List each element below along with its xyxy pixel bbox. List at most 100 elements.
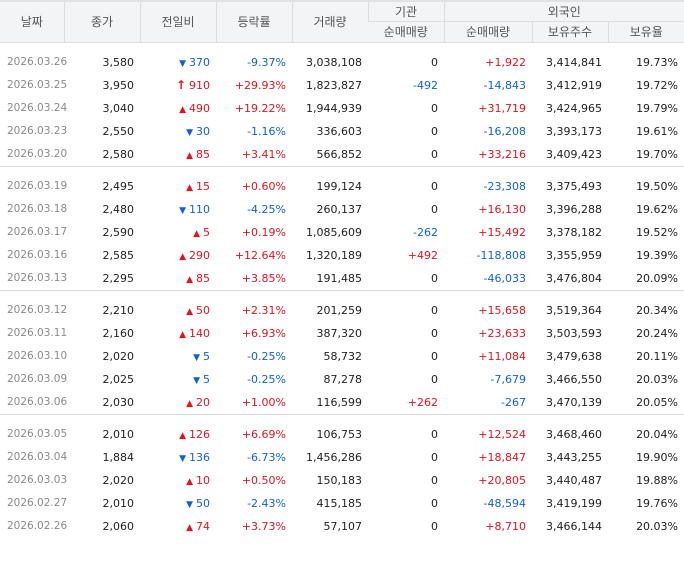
cell-change: ▼ 110 bbox=[140, 198, 216, 221]
change-value: 136 bbox=[189, 450, 210, 464]
cell-change: ▼ 5 bbox=[140, 368, 216, 391]
change-value: 5 bbox=[203, 349, 210, 363]
cell-foreign-ratio: 19.39% bbox=[636, 248, 679, 262]
up-arrow-icon: ▲ bbox=[186, 398, 193, 409]
up-arrow-icon: ↑ bbox=[175, 78, 186, 92]
change-value: 140 bbox=[189, 326, 210, 340]
down-arrow-icon: ▼ bbox=[179, 205, 186, 216]
change-value: 74 bbox=[196, 519, 210, 533]
group-spacer bbox=[0, 291, 684, 299]
cell-date: 2026.03.24 bbox=[7, 102, 68, 114]
cell-foreign-shares: 3,470,139 bbox=[546, 395, 602, 409]
cell-change: ▲ 85 bbox=[140, 143, 216, 167]
cell-foreign-ratio: 20.34% bbox=[636, 303, 679, 317]
up-arrow-icon: ▲ bbox=[179, 104, 186, 115]
cell-volume: 1,085,609 bbox=[306, 225, 362, 239]
change-value: 10 bbox=[196, 473, 210, 487]
cell-inst-net: +262 bbox=[407, 395, 438, 409]
cell-inst-net: 0 bbox=[431, 101, 438, 115]
header-foreign-ratio: 보유율 bbox=[607, 21, 684, 43]
cell-change: ▼ 50 bbox=[140, 492, 216, 515]
cell-foreign-ratio: 20.04% bbox=[636, 427, 679, 441]
cell-rate: +0.19% bbox=[241, 225, 286, 239]
cell-inst-net: +492 bbox=[407, 248, 438, 262]
cell-foreign-shares: 3,375,493 bbox=[546, 179, 602, 193]
cell-foreign-net: -14,843 bbox=[483, 78, 526, 92]
cell-change: ↑ 910 bbox=[140, 74, 216, 97]
down-arrow-icon: ▼ bbox=[193, 352, 200, 363]
cell-foreign-shares: 3,414,841 bbox=[546, 55, 602, 69]
cell-date: 2026.03.05 bbox=[7, 428, 68, 440]
table-row: 2026.03.13 2,295 ▲ 85 +3.85% 191,485 0 -46,033 3… bbox=[0, 267, 684, 291]
cell-volume: 58,732 bbox=[323, 349, 363, 363]
cell-inst-net: 0 bbox=[431, 349, 438, 363]
cell-date: 2026.03.18 bbox=[7, 203, 68, 215]
cell-foreign-ratio: 20.03% bbox=[636, 372, 679, 386]
header-close: 종가 bbox=[63, 0, 140, 43]
down-arrow-icon: ▼ bbox=[179, 58, 186, 69]
cell-change: ▲ 5 bbox=[140, 221, 216, 244]
cell-volume: 3,038,108 bbox=[306, 55, 362, 69]
cell-date: 2026.02.27 bbox=[7, 497, 68, 509]
cell-inst-net: 0 bbox=[431, 202, 438, 216]
table-row: 2026.02.26 2,060 ▲ 74 +3.73% 57,107 0 +8,710 3,4… bbox=[0, 515, 684, 538]
cell-foreign-net: +15,658 bbox=[478, 303, 526, 317]
header-inst-net: 순매매량 bbox=[368, 21, 444, 43]
table-row: 2026.03.09 2,025 ▼ 5 -0.25% 87,278 0 -7,679 3,46… bbox=[0, 368, 684, 391]
cell-close: 2,020 bbox=[102, 349, 135, 363]
cell-close: 1,884 bbox=[102, 450, 135, 464]
cell-rate: -1.16% bbox=[247, 124, 286, 138]
cell-inst-net: 0 bbox=[431, 427, 438, 441]
cell-foreign-shares: 3,479,638 bbox=[546, 349, 602, 363]
change-value: 490 bbox=[189, 101, 210, 115]
cell-change: ▲ 290 bbox=[140, 244, 216, 267]
cell-close: 2,030 bbox=[102, 395, 135, 409]
table-row: 2026.03.03 2,020 ▲ 10 +0.50% 150,183 0 +20,805 3… bbox=[0, 469, 684, 492]
cell-volume: 566,852 bbox=[316, 147, 363, 161]
cell-close: 2,060 bbox=[102, 519, 135, 533]
change-value: 85 bbox=[196, 271, 210, 285]
cell-close: 2,590 bbox=[102, 225, 135, 239]
header-change: 전일비 bbox=[139, 0, 216, 43]
cell-foreign-net: +12,524 bbox=[478, 427, 526, 441]
cell-rate: -9.37% bbox=[247, 55, 286, 69]
table-header: 날짜 종가 전일비 등락률 거래량 기관 외국인 순매매량 순매매량 보유주수 … bbox=[0, 0, 684, 43]
cell-inst-net: 0 bbox=[431, 496, 438, 510]
change-value: 5 bbox=[203, 225, 210, 239]
cell-volume: 336,603 bbox=[316, 124, 363, 138]
table-row: 2026.03.06 2,030 ▲ 20 +1.00% 116,599 +262 -267 3… bbox=[0, 391, 684, 415]
cell-rate: +2.31% bbox=[241, 303, 286, 317]
change-value: 85 bbox=[196, 147, 210, 161]
group-spacer bbox=[0, 167, 684, 175]
cell-close: 2,010 bbox=[102, 427, 135, 441]
cell-volume: 1,456,286 bbox=[306, 450, 362, 464]
cell-foreign-shares: 3,519,364 bbox=[546, 303, 602, 317]
header-foreign-net: 순매매량 bbox=[443, 21, 532, 43]
cell-foreign-ratio: 19.61% bbox=[636, 124, 679, 138]
cell-foreign-ratio: 19.52% bbox=[636, 225, 679, 239]
cell-foreign-ratio: 20.05% bbox=[636, 395, 679, 409]
table-row: 2026.03.18 2,480 ▼ 110 -4.25% 260,137 0 +16,130… bbox=[0, 198, 684, 221]
cell-change: ▲ 490 bbox=[140, 97, 216, 120]
cell-foreign-net: -118,808 bbox=[476, 248, 526, 262]
cell-volume: 201,259 bbox=[316, 303, 363, 317]
cell-rate: +3.73% bbox=[241, 519, 286, 533]
cell-date: 2026.03.09 bbox=[7, 373, 68, 385]
cell-volume: 199,124 bbox=[316, 179, 363, 193]
header-volume: 거래량 bbox=[291, 0, 368, 43]
cell-inst-net: 0 bbox=[431, 372, 438, 386]
cell-date: 2026.03.10 bbox=[7, 350, 68, 362]
cell-close: 2,020 bbox=[102, 473, 135, 487]
down-arrow-icon: ▼ bbox=[186, 499, 193, 510]
cell-date: 2026.03.11 bbox=[7, 327, 68, 339]
cell-rate: +12.64% bbox=[234, 248, 286, 262]
cell-inst-net: -492 bbox=[413, 78, 438, 92]
change-value: 20 bbox=[196, 395, 210, 409]
cell-foreign-net: -46,033 bbox=[483, 271, 526, 285]
change-value: 50 bbox=[196, 496, 210, 510]
cell-volume: 260,137 bbox=[316, 202, 363, 216]
cell-foreign-ratio: 19.50% bbox=[636, 179, 679, 193]
cell-foreign-net: +18,847 bbox=[478, 450, 526, 464]
cell-inst-net: 0 bbox=[431, 303, 438, 317]
cell-foreign-ratio: 20.11% bbox=[636, 349, 679, 363]
